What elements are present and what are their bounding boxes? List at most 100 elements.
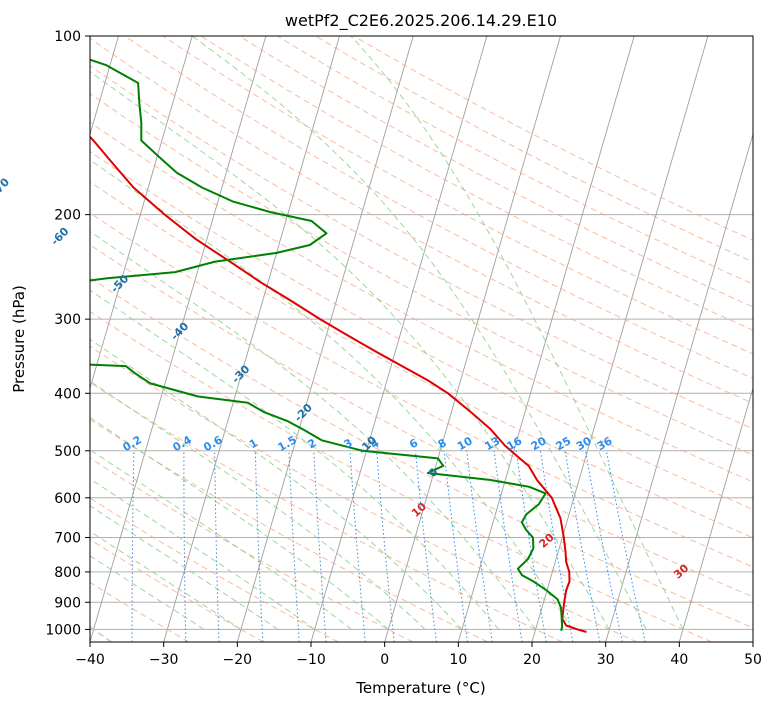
- dry-adiabat-line: [162, 36, 753, 355]
- y-tick-label: 700: [54, 531, 81, 547]
- y-tick-label: 200: [54, 208, 81, 224]
- mixing-ratio-line: [349, 450, 366, 642]
- isotherm-label: -60: [48, 225, 71, 249]
- dry-adiabat-line: [200, 36, 753, 331]
- mixing-ratio-line: [288, 450, 300, 642]
- y-tick-label: 1000: [45, 622, 81, 638]
- mixing-ratio-line: [82, 451, 87, 642]
- plot-frame: [89, 35, 754, 643]
- mixing-ratio-line: [466, 450, 493, 642]
- x-tick-label: 50: [744, 652, 762, 668]
- isotherm-line: [384, 36, 561, 642]
- isotherm-label: -70: [0, 175, 12, 199]
- mixing-ratio-line: [539, 450, 574, 642]
- isotherm-line: [236, 36, 414, 642]
- mixing-ratio-line: [313, 450, 327, 642]
- dry-adiabat-line: [90, 121, 753, 483]
- y-tick-label: 100: [54, 29, 81, 45]
- x-tick-label: −40: [75, 652, 105, 668]
- temperature-line: [90, 135, 587, 633]
- isotherm-line: [90, 36, 193, 390]
- dry-adiabat-line: [90, 497, 339, 642]
- moist-adiabat-line: [90, 289, 500, 630]
- isotherm-line: [90, 36, 267, 642]
- mixing-ratio-line: [564, 450, 601, 642]
- dry-adiabat-label: 30: [671, 561, 691, 581]
- dry-adiabat-line: [277, 36, 753, 285]
- y-tick-label: 300: [54, 312, 81, 328]
- dry-adiabat-label: 20: [537, 531, 557, 551]
- moist-adiabat-line: [90, 530, 242, 630]
- dry-adiabat-line: [90, 37, 753, 404]
- moist-adiabat-line: [90, 416, 389, 630]
- mixing-ratio-line: [605, 450, 646, 642]
- y-tick-label: 400: [54, 386, 81, 402]
- isotherm-label: -30: [229, 362, 252, 386]
- mixing-ratio-line: [131, 450, 135, 642]
- y-axis-label: Pressure (hPa): [10, 285, 28, 393]
- mixing-ratio-line: [415, 450, 437, 642]
- y-axis-ticks: 1000 900 800 700 600 500 400 300 200 100: [45, 29, 90, 638]
- isotherm-lines: [90, 36, 753, 642]
- isotherm-line: [531, 36, 709, 642]
- dry-adiabat-line: [90, 457, 414, 642]
- mixing-ratio-line: [443, 450, 468, 642]
- isotherm-line: [163, 36, 340, 642]
- moist-adiabat-line: [90, 159, 573, 630]
- x-tick-label: −20: [223, 652, 253, 668]
- y-tick-label: 600: [54, 491, 81, 507]
- dry-adiabat-line: [315, 36, 753, 263]
- x-tick-label: −10: [296, 652, 326, 668]
- dry-adiabat-line: [90, 381, 563, 642]
- isotherm-line: [605, 132, 753, 642]
- x-axis-label: Temperature (°C): [355, 679, 485, 697]
- mixing-ratio-label: 1: [247, 436, 260, 451]
- moist-adiabat-line: [90, 449, 352, 630]
- x-tick-label: 20: [523, 652, 541, 668]
- isotherm-line: [752, 640, 753, 642]
- x-tick-label: 30: [597, 652, 615, 668]
- x-tick-label: 40: [670, 652, 688, 668]
- moist-adiabat-line: [90, 71, 610, 630]
- mixing-ratio-line: [376, 450, 395, 642]
- x-tick-label: −30: [149, 652, 179, 668]
- x-tick-label: 10: [449, 652, 467, 668]
- dry-adiabat-lines: [90, 36, 753, 642]
- dry-adiabat-line: [90, 65, 753, 430]
- moist-adiabat-line: [90, 478, 315, 630]
- dry-adiabat-line: [90, 212, 753, 568]
- mixing-ratio-label: 6: [407, 436, 420, 451]
- y-tick-label: 800: [54, 565, 81, 581]
- moist-adiabat-line: [90, 380, 426, 630]
- mixing-ratio-line: [254, 450, 264, 642]
- isotherm-label: -40: [168, 319, 191, 343]
- y-tick-label: 500: [54, 444, 81, 460]
- chart-title: wetPf2_C2E6.2025.206.14.29.E10: [285, 11, 557, 31]
- sounding-series: [90, 58, 587, 633]
- mixing-ratio-line: [214, 450, 220, 642]
- moist-adiabat-line: [90, 338, 463, 630]
- mixing-ratio-line: [585, 450, 623, 642]
- x-tick-label: 0: [380, 652, 389, 668]
- isotherm-label: -10: [356, 433, 379, 457]
- dry-adiabat-line: [90, 151, 753, 510]
- x-axis-ticks: −40 −30 −20 −10 0 10 20 30 40 50: [75, 642, 762, 668]
- dry-adiabat-line: [124, 36, 753, 379]
- mixing-ratio-line: [515, 450, 547, 642]
- moist-adiabat-line: [90, 230, 537, 630]
- isotherm-line: [457, 36, 635, 642]
- moist-adiabat-lines: [90, 36, 684, 630]
- mixing-ratio-lines: [82, 450, 646, 642]
- y-tick-label: 900: [54, 595, 81, 611]
- mixing-ratio-line: [493, 450, 523, 642]
- dry-adiabat-line: [90, 345, 638, 642]
- dry-adiabat-line: [90, 181, 753, 539]
- pressure-gridlines: [90, 36, 753, 630]
- dry-adiabat-label: 10: [409, 500, 429, 520]
- dry-adiabat-line: [239, 36, 753, 308]
- dewpoint-line: [90, 58, 564, 631]
- dry-adiabat-line: [353, 36, 753, 241]
- dry-adiabat-line: [90, 93, 753, 456]
- dry-adiabat-line: [90, 310, 712, 642]
- isotherm-line: [678, 386, 753, 642]
